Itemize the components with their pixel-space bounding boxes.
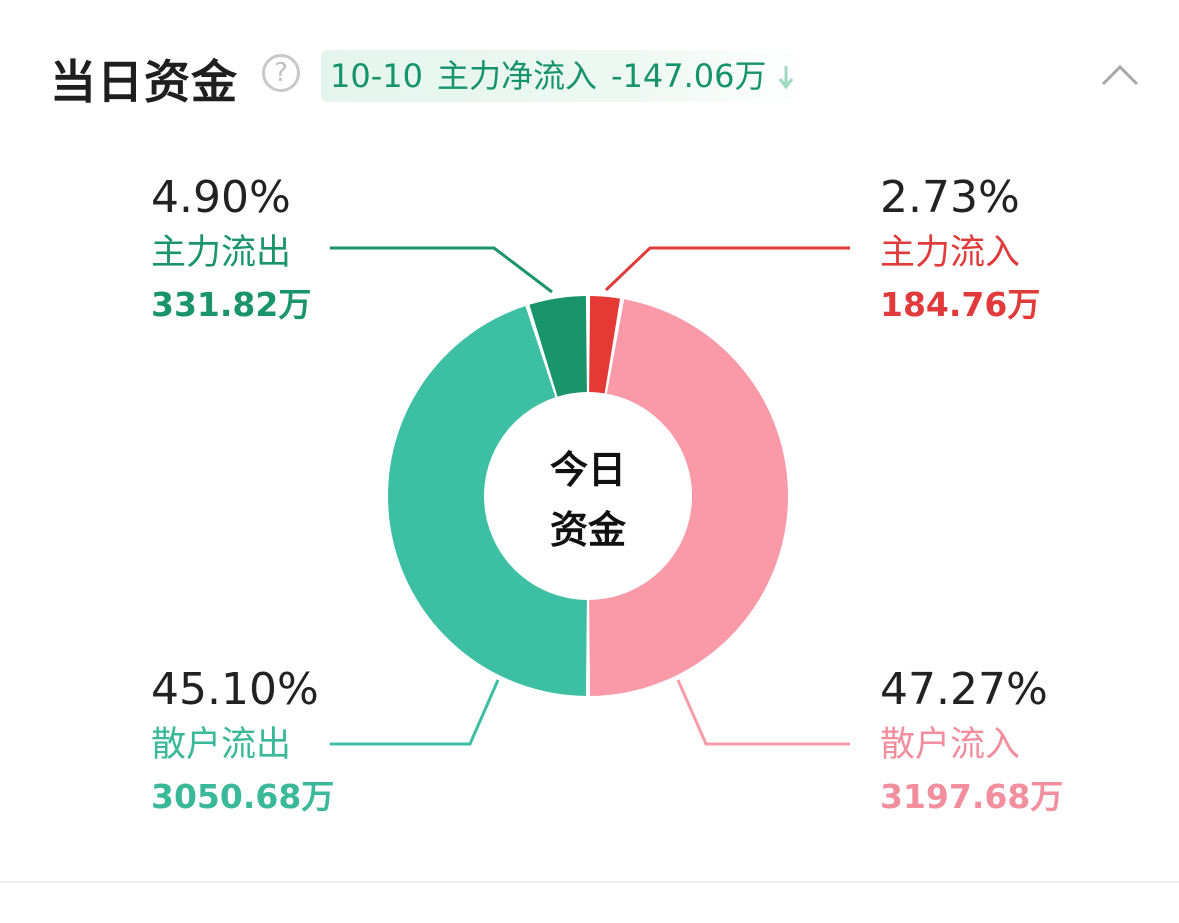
leader-line-main-out (330, 246, 553, 294)
net-inflow-date: 10-10 (330, 57, 423, 95)
leader-line-retail-in (676, 679, 850, 746)
legend-retail-in-label: 散户流入 (880, 725, 1021, 765)
legend-main-in-amount: 184.76万 (880, 285, 1041, 324)
donut-slice-retail-in (589, 299, 788, 696)
center-label-line1: 今日 (549, 448, 626, 492)
net-inflow-value: -147.06万 (611, 57, 767, 95)
legend-main-in: 2.73% 主力流入 184.76万 (880, 172, 1040, 330)
arrow-down-icon (778, 66, 793, 90)
legend-main-out: 4.90% 主力流出 331.82万 (151, 172, 311, 330)
legend-retail-out-percent: 45.10% (151, 664, 319, 715)
legend-retail-in: 47.27% 散户流入 3197.68万 (880, 664, 1063, 822)
donut-slice-main-out (529, 296, 587, 397)
net-inflow-label: 主力净流入 (436, 57, 597, 95)
center-label-line2: 资金 (549, 508, 626, 552)
legend-main-out-percent: 4.90% (151, 172, 291, 223)
legend-retail-out: 45.10% 散户流出 3050.68万 (151, 664, 334, 822)
section-header: 当日资金 ? 10-10 主力净流入 -147.06万 (50, 40, 1140, 110)
section-divider (0, 881, 1179, 883)
legend-main-out-label: 主力流出 (151, 233, 292, 273)
legend-retail-in-amount: 3197.68万 (880, 777, 1064, 816)
legend-main-in-label: 主力流入 (880, 233, 1021, 273)
legend-retail-out-label: 散户流出 (151, 725, 292, 765)
donut-slice-main-in (589, 296, 621, 394)
leader-line-main-in (604, 246, 850, 292)
question-circle-icon[interactable]: ? (262, 54, 300, 92)
chart-center-label: 今日 资金 (488, 440, 688, 560)
leader-line-retail-out (330, 679, 500, 746)
chevron-up-icon[interactable] (1100, 62, 1140, 88)
legend-main-out-amount: 331.82万 (151, 285, 312, 324)
net-inflow-badge: 10-10 主力净流入 -147.06万 (321, 50, 807, 102)
legend-retail-out-amount: 3050.68万 (151, 777, 335, 816)
legend-main-in-percent: 2.73% (880, 172, 1020, 223)
section-title: 当日资金 (50, 55, 238, 109)
donut-slice-retail-out (388, 306, 587, 696)
legend-retail-in-percent: 47.27% (880, 664, 1048, 715)
